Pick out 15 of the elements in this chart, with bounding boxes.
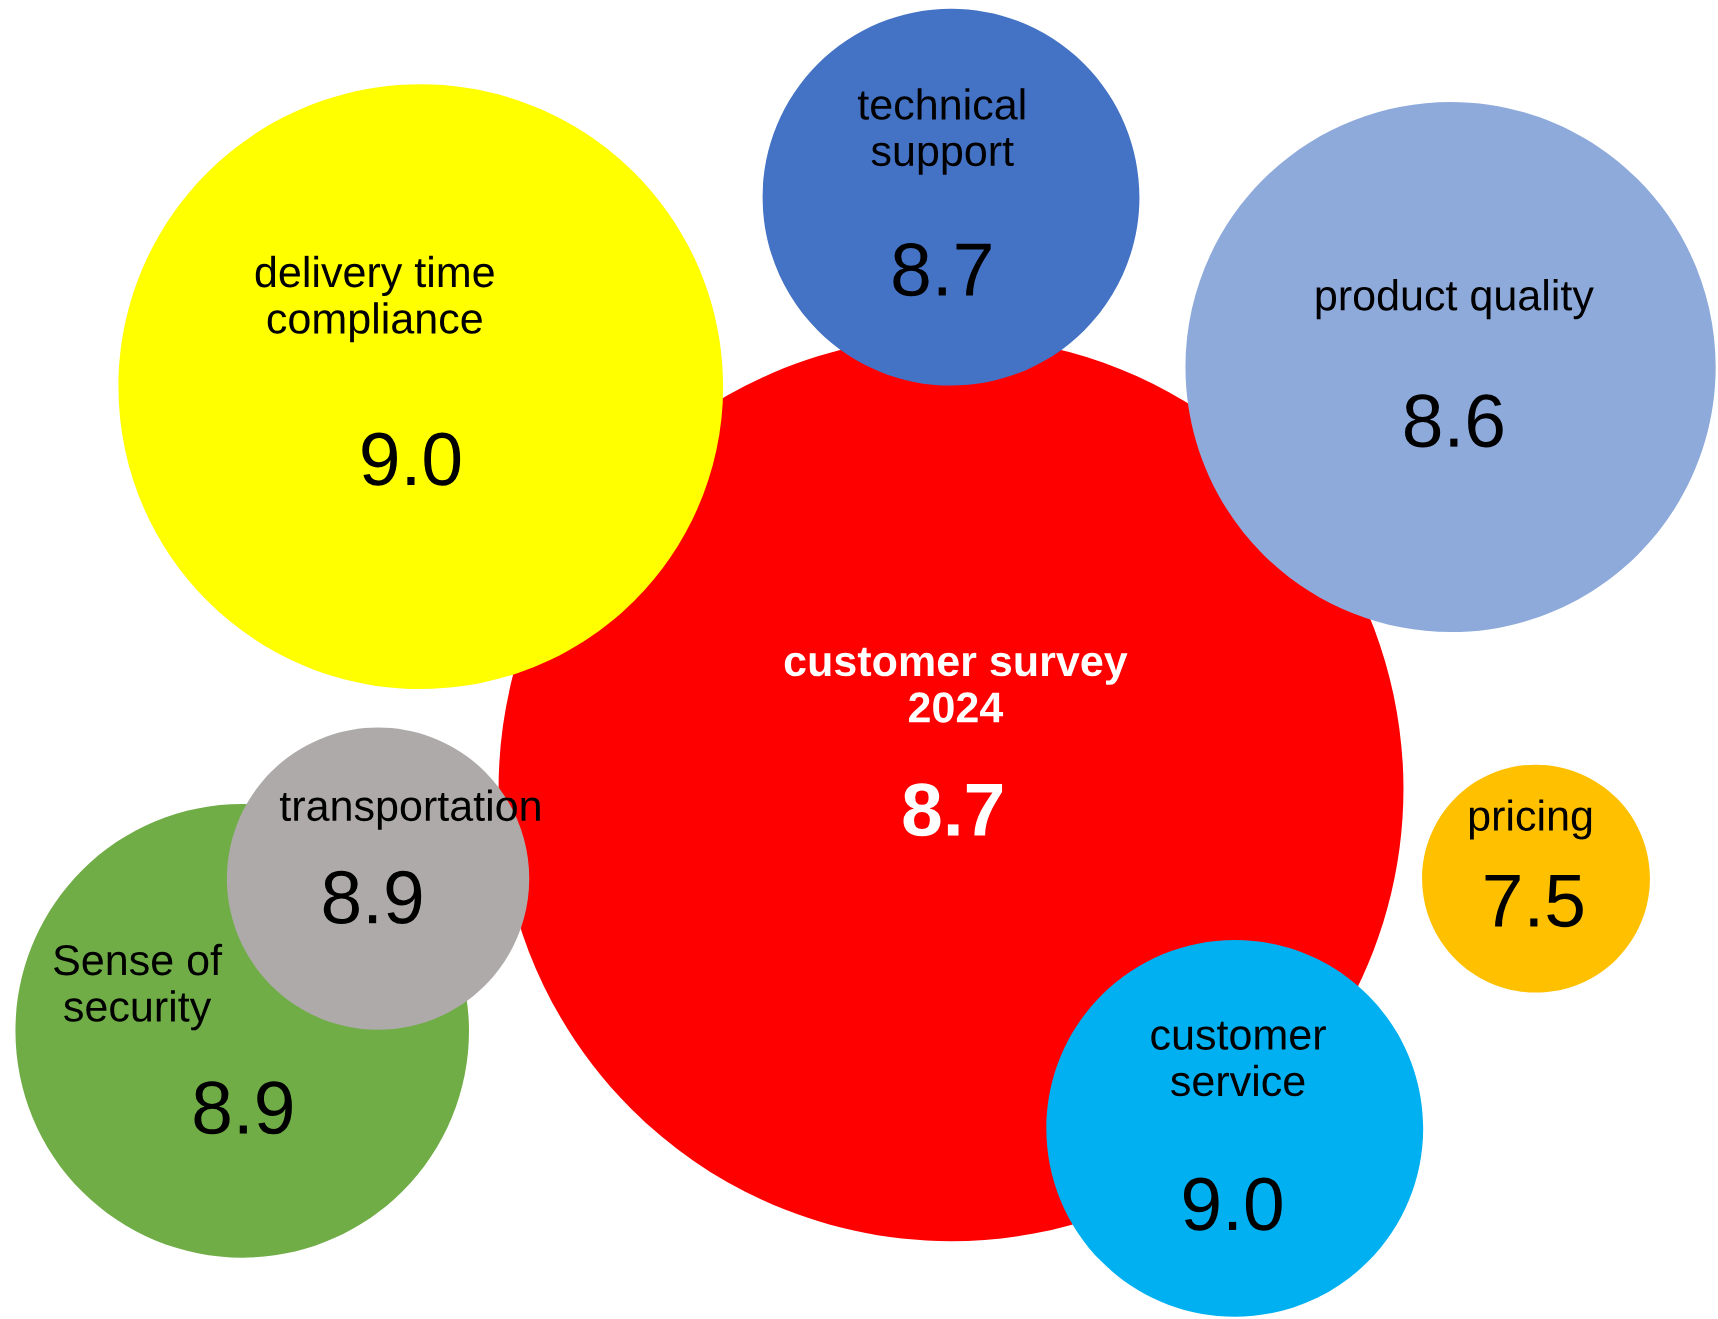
data-label: 8.9 (194, 1081, 292, 1135)
data-label: 8.6 (1405, 394, 1503, 448)
category-label: customer survey 2024 (784, 647, 1128, 723)
category-label: customer service (1151, 1021, 1326, 1097)
category-label: Sense of security (54, 943, 223, 1031)
data-label: 8.9 (323, 870, 422, 924)
data-label: 7.5 (1485, 874, 1583, 928)
category-label: pricing (1469, 799, 1592, 840)
category-label: product quality (1316, 279, 1594, 320)
data-label: 8.7 (903, 783, 1003, 837)
data-label: 9.0 (362, 432, 461, 486)
category-label: technical support (857, 88, 1025, 175)
category-label: delivery time compliance (255, 255, 494, 343)
data-label: 9.0 (1183, 1177, 1282, 1231)
data-label: 8.7 (893, 243, 991, 297)
